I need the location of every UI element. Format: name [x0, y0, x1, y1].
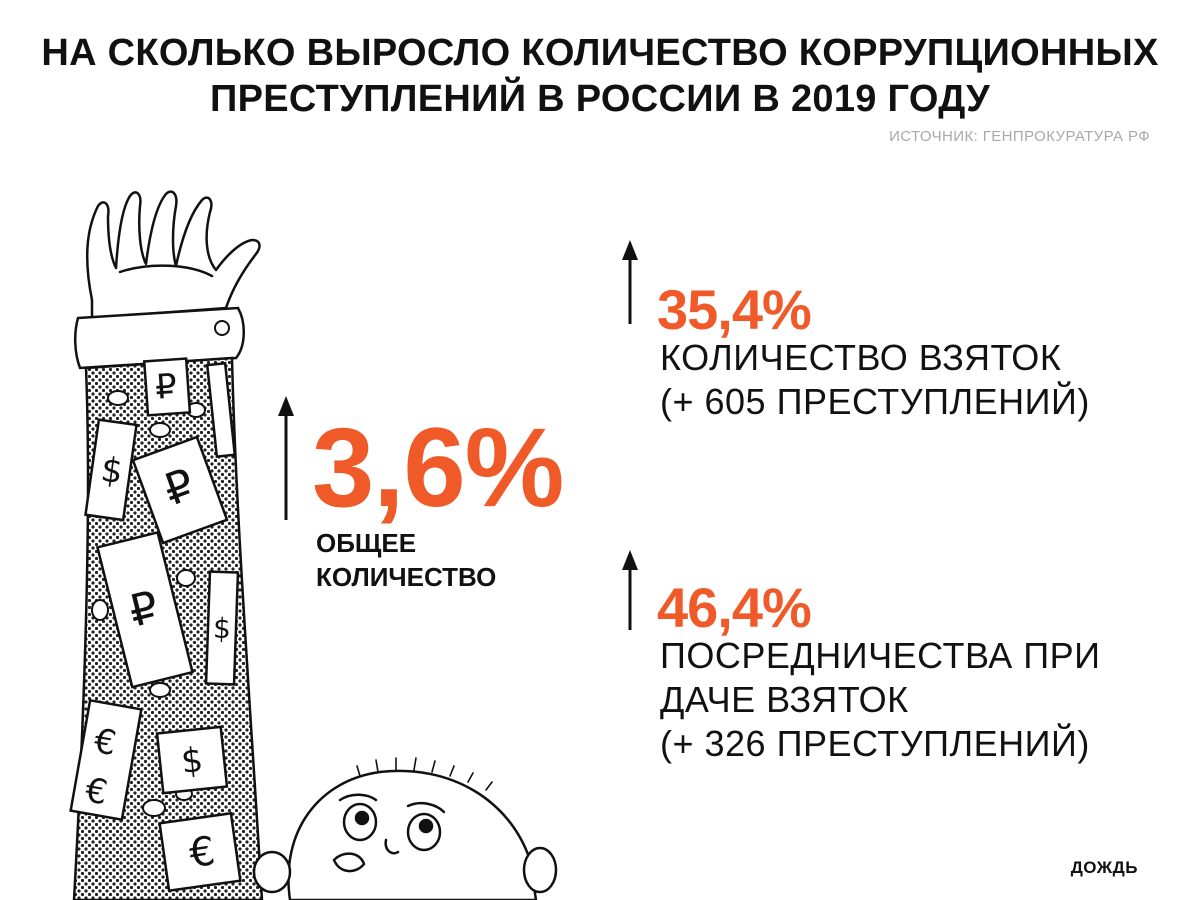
bribes-increase-value: 35,4% [657, 278, 812, 341]
up-arrow-icon [622, 240, 638, 324]
source-note: ИСТОЧНИК: ГЕНПРОКУРАТУРА РФ [889, 128, 1150, 145]
mediation-label-line-3: (+ 326 ПРЕСТУПЛЕНИЙ) [660, 723, 1090, 764]
hand-outline [85, 190, 261, 320]
face [252, 757, 558, 900]
note-symbol: ₽ [154, 366, 178, 407]
brand-logo: ДОЖДЬ [1070, 858, 1138, 877]
mediation-label-line-1: ПОСРЕДНИЧЕСТВА ПРИ [660, 635, 1101, 676]
total-label-line-2: КОЛИЧЕСТВО [316, 562, 497, 592]
note-symbol: € [186, 828, 218, 877]
mediation-label-line-2: ДАЧЕ ВЗЯТОК [660, 679, 909, 720]
title-line-2: ПРЕСТУПЛЕНИЙ В РОССИИ В 2019 ГОДУ [209, 78, 991, 120]
bribes-label-line-1: КОЛИЧЕСТВО ВЗЯТОК [660, 337, 1062, 378]
bribes-label-line-2: (+ 605 ПРЕСТУПЛЕНИЙ) [660, 381, 1090, 422]
total-increase-value: 3,6% [312, 405, 564, 530]
up-arrow-icon [278, 396, 294, 520]
hand-with-money-illustration: ₽ ₽ $ ₽ $ $ € € [69, 190, 558, 900]
total-label-line-1: ОБЩЕЕ [316, 528, 417, 558]
mediation-increase-label: ПОСРЕДНИЧЕСТВА ПРИ ДАЧЕ ВЗЯТОК (+ 326 ПР… [660, 634, 1101, 766]
note-symbol: $ [179, 740, 205, 782]
shirt-cuff [74, 306, 245, 370]
total-increase-label: ОБЩЕЕ КОЛИЧЕСТВО [316, 526, 496, 594]
up-arrow-icon [622, 550, 638, 630]
mediation-increase-value: 46,4% [657, 576, 812, 639]
note-symbol: $ [212, 612, 231, 646]
bribes-increase-label: КОЛИЧЕСТВО ВЗЯТОК (+ 605 ПРЕСТУПЛЕНИЙ) [660, 336, 1090, 424]
title-line-1: НА СКОЛЬКО ВЫРОСЛО КОЛИЧЕСТВО КОРРУПЦИОН… [41, 32, 1159, 74]
page-title: НА СКОЛЬКО ВЫРОСЛО КОЛИЧЕСТВО КОРРУПЦИОН… [0, 30, 1200, 122]
